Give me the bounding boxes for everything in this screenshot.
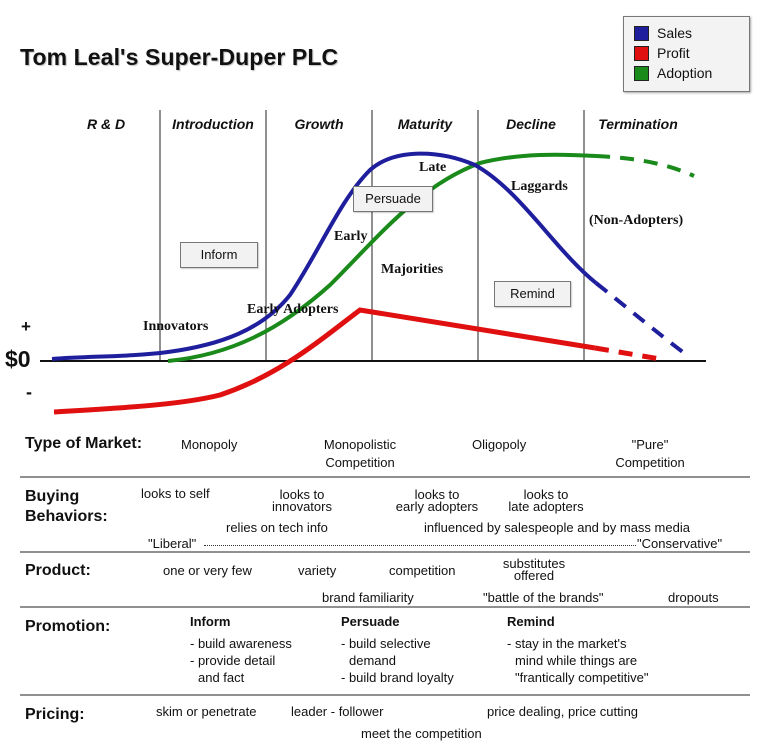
promotion-inform-line3: and fact [198,670,245,685]
product-substitutes: substitutes [502,556,566,571]
pricing-skim-penetrate: skim or penetrate [156,704,257,719]
axis-plus: + [21,317,31,336]
legend-item-sales: Sales [634,24,692,42]
legend-label-sales: Sales [657,25,693,41]
adoption-swatch [634,65,649,81]
sales-swatch [634,25,649,41]
buying-salespeople: influenced by salespeople and by mass me… [424,520,690,535]
spectrum-liberal: "Liberal" [148,536,197,551]
promotion-inform-line2: - provide detail [190,653,276,668]
label-laggards: Laggards [511,179,568,194]
product-variety: variety [298,563,337,578]
stage-decline: Decline [506,116,556,132]
promotion-remind-line1: - stay in the market's [507,636,627,651]
stage-introduction: Introduction [172,116,254,132]
adoption-curve-projected [595,154,695,178]
promotion-inform-title: Inform [190,614,231,629]
buying-heading-line2: Behaviors: [25,508,108,525]
legend-item-adoption: Adoption [634,64,712,82]
market-monopolistic-competition: Competition [325,455,395,470]
promotion-persuade-line2: demand [349,653,396,668]
market-pure-competition: Competition [615,455,685,470]
axis-zero: $0 [5,346,31,372]
buying-tech-info: relies on tech info [226,520,328,535]
legend: Sales Profit Adoption [623,16,750,92]
product-one-or-few: one or very few [163,563,252,578]
diagram-title: Tom Leal's Super-Duper PLC [20,44,339,70]
promotion-heading: Promotion: [25,618,111,635]
product-heading: Product: [25,562,91,579]
chart-box-inform: Inform [180,242,258,268]
buying-late-adopters: late adopters [508,499,584,514]
promotion-remind-title: Remind [507,614,555,629]
sales-curve [51,151,598,361]
product-offered: offered [513,568,555,583]
pricing-dealing-cutting: price dealing, price cutting [487,704,639,719]
stage-termination: Termination [598,116,678,132]
promotion-remind-line2: mind while things are [515,653,638,668]
product-dropouts: dropouts [668,590,719,605]
product-brand-familiarity: brand familiarity [322,590,414,605]
product-competition: competition [389,563,456,578]
product-battle-of-brands: "battle of the brands" [483,590,604,605]
buying-heading-line1: Buying [25,488,80,505]
label-early-adopters: Early Adopters [247,302,339,317]
stage-rd: R & D [86,116,126,132]
profit-curve-projected [594,345,661,362]
label-innovators: Innovators [143,319,209,334]
label-late: Late [419,160,447,175]
legend-label-adoption: Adoption [657,65,713,81]
buying-innovators: innovators [272,499,332,514]
pricing-meet-competition: meet the competition [361,726,482,741]
legend-label-profit: Profit [657,45,690,61]
promotion-persuade-line3: - build brand loyalty [341,670,454,685]
market-monopolistic: Monopolistic [323,437,397,452]
buying-looks-to-3: looks to [523,487,569,502]
stage-growth: Growth [294,116,344,132]
profit-curve [53,307,596,415]
buying-looks-to-2: looks to [414,487,460,502]
spectrum-dots [204,545,636,546]
buying-looks-to-self: looks to self [141,486,210,501]
market-monopoly: Monopoly [181,437,238,452]
label-majorities: Majorities [381,262,444,277]
promotion-remind-line3: "frantically competitive" [515,670,649,685]
chart-box-remind: Remind [494,281,571,307]
market-pure: "Pure" [631,437,669,452]
sales-curve-projected [594,281,690,358]
pricing-heading: Pricing: [25,706,85,723]
profit-swatch [634,45,649,61]
market-heading: Type of Market: [25,435,143,452]
label-early: Early [334,229,368,244]
label-non-adopters: (Non-Adopters) [589,213,684,228]
promotion-persuade-title: Persuade [341,614,400,629]
market-oligopoly: Oligopoly [472,437,527,452]
legend-item-profit: Profit [634,44,690,62]
promotion-persuade-line1: - build selective [341,636,431,651]
buying-looks-to-1: looks to [279,487,325,502]
buying-early-adopters: early adopters [395,499,479,514]
stage-maturity: Maturity [397,116,453,132]
adoption-curve [167,152,597,363]
pricing-leader-follower: leader - follower [291,704,384,719]
chart-box-persuade: Persuade [353,186,433,212]
promotion-inform-line1: - build awareness [190,636,292,651]
axis-minus: - [26,382,32,402]
spectrum-conservative: "Conservative" [637,536,723,551]
